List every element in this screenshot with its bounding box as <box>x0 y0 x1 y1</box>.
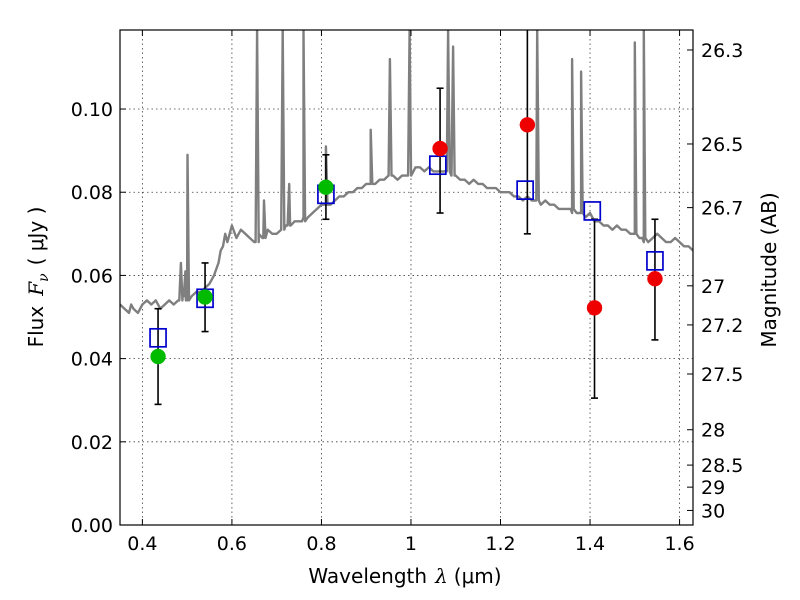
spectrum-line <box>120 30 693 315</box>
right-tick-label: 27 <box>701 276 725 298</box>
right-axis-label: Magnitude (AB) <box>757 192 781 347</box>
model-square <box>428 155 447 176</box>
x-tick-label: 1.2 <box>485 533 515 555</box>
y-tick-label: 0.00 <box>71 515 113 537</box>
data-point <box>318 179 334 195</box>
right-tick-label: 26.3 <box>701 40 743 62</box>
x-tick-label: 1 <box>405 533 417 555</box>
y-axis: 0.00 0.02 0.04 0.06 0.08 0.10 <box>71 99 126 537</box>
right-tick-label: 30 <box>701 500 725 522</box>
y-tick-label: 0.10 <box>71 99 113 121</box>
plot-area <box>120 30 693 525</box>
right-tick-label: 27.2 <box>701 315 743 337</box>
right-tick-label: 28.5 <box>701 455 743 477</box>
model-square <box>516 180 534 200</box>
data-point <box>647 270 663 287</box>
y-axis-label: FluxFν( μJy ) <box>24 207 52 348</box>
right-tick-label: 27.5 <box>701 364 743 386</box>
right-tick-label: 29 <box>701 477 725 499</box>
right-tick-label: 28 <box>701 420 725 442</box>
model-square <box>583 201 602 221</box>
x-tick-label: 1.4 <box>575 533 605 555</box>
x-tick-label: 0.8 <box>306 533 336 555</box>
x-axis-label: Wavelength λ (μm) <box>308 564 501 588</box>
data-point <box>519 117 536 133</box>
plot-frame <box>119 29 694 526</box>
data-point <box>586 300 603 316</box>
y-tick-label: 0.06 <box>71 265 113 287</box>
model-square <box>196 288 214 309</box>
right-tick-label: 26.5 <box>701 134 743 156</box>
y-tick-label: 0.08 <box>71 182 113 204</box>
data-point <box>432 140 448 157</box>
x-tick-label: 1.6 <box>664 533 694 555</box>
x-axis: 0.4 0.6 0.8 1 1.2 1.4 1.6 <box>127 30 695 555</box>
right-tick-label: 26.7 <box>701 198 743 220</box>
model-square <box>149 327 167 348</box>
data-point <box>197 289 213 305</box>
model-square <box>646 251 664 271</box>
y-tick-label: 0.02 <box>71 432 113 454</box>
x-tick-label: 0.4 <box>127 533 157 555</box>
spectrum-layer <box>120 30 693 315</box>
y-tick-label: 0.04 <box>71 349 113 371</box>
data-point <box>150 348 166 365</box>
marks-layer <box>149 30 664 406</box>
x-tick-label: 0.6 <box>217 533 247 555</box>
